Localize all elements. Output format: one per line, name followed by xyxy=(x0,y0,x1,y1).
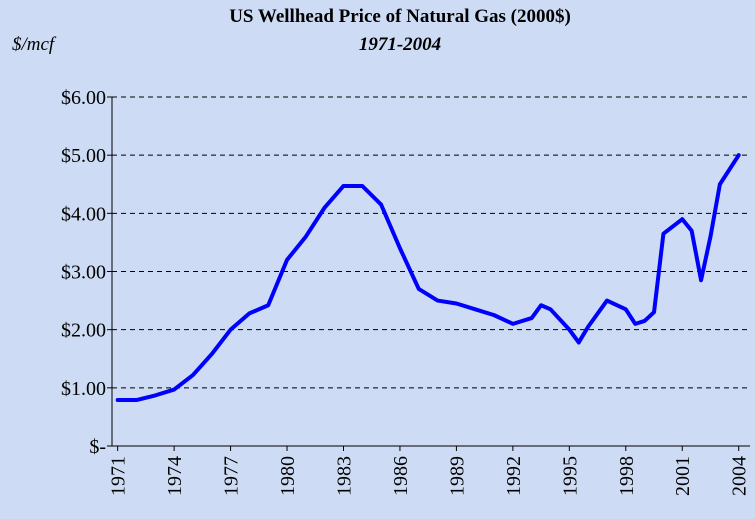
chart-title: US Wellhead Price of Natural Gas (2000$) xyxy=(229,6,571,27)
y-axis-label: $/mcf xyxy=(12,34,57,55)
y-tick-label: $1.00 xyxy=(61,378,106,400)
x-tick-label: 1998 xyxy=(616,456,638,496)
x-tick-label: 1992 xyxy=(503,456,525,496)
x-tick-label: 1986 xyxy=(390,456,412,496)
chart-subtitle: 1971-2004 xyxy=(359,34,441,55)
x-tick-label: 1989 xyxy=(446,456,468,496)
line-series xyxy=(115,153,741,403)
x-tick-label: 1995 xyxy=(559,456,581,496)
x-tick-label: 1977 xyxy=(221,456,243,496)
y-tick-label: $- xyxy=(89,436,106,458)
y-tick-label: $4.00 xyxy=(61,203,106,225)
x-tick-label: 1983 xyxy=(333,456,355,496)
y-tick-label: $3.00 xyxy=(61,262,106,284)
y-tick-label: $5.00 xyxy=(61,145,106,167)
x-tick-label: 2001 xyxy=(672,456,694,496)
x-tick-label: 1974 xyxy=(164,456,186,496)
y-tick-label: $2.00 xyxy=(61,320,106,342)
x-tick-label: 2004 xyxy=(729,456,751,496)
x-tick-label: 1971 xyxy=(108,456,130,496)
y-tick-label: $6.00 xyxy=(61,87,106,109)
x-tick-label: 1980 xyxy=(277,456,299,496)
